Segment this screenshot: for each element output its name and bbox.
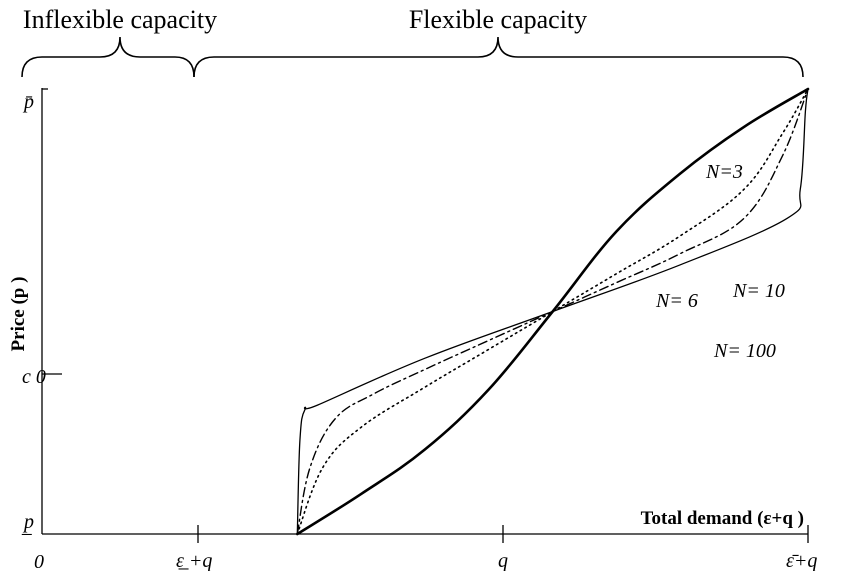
y-axis-title: Price (p ) <box>8 277 29 352</box>
series-label-n3: N=3 <box>705 161 743 183</box>
y-tick-label-pmax: p̄ <box>22 91 34 113</box>
y-tick-label-c0: c 0 <box>22 366 46 388</box>
inflexible-capacity-label: Inflexible capacity <box>23 5 217 34</box>
series-label-n6: N= 6 <box>655 290 698 312</box>
series-line-3 <box>296 88 809 535</box>
brace-annotations: Inflexible capacity Flexible capacity <box>21 5 804 78</box>
x-tick-label-q: q <box>498 550 508 571</box>
series-labels: N=3 N= 6 N= 10 N= 100 <box>655 161 785 362</box>
x-tick-label-0: 0 <box>34 551 44 571</box>
series-label-n100: N= 100 <box>713 340 776 362</box>
y-tick-label-pmin: p̲ <box>21 511 34 535</box>
flexible-capacity-label: Flexible capacity <box>409 5 587 34</box>
flexible-brace <box>193 36 804 78</box>
series-line-4 <box>296 88 809 535</box>
tick-labels: 0 ε̲ +q q ε̄+q p̲ c 0 p̄ <box>21 91 817 571</box>
x-axis-title: Total demand (ε+q ) <box>641 508 804 529</box>
axes <box>41 88 809 543</box>
x-tick-label-eps-low: ε̲ +q <box>176 550 212 571</box>
series-label-n10: N= 10 <box>732 280 785 302</box>
inflexible-brace <box>21 36 195 78</box>
x-tick-label-eps-high: ε̄+q <box>786 550 817 571</box>
series-layer <box>296 87 810 536</box>
